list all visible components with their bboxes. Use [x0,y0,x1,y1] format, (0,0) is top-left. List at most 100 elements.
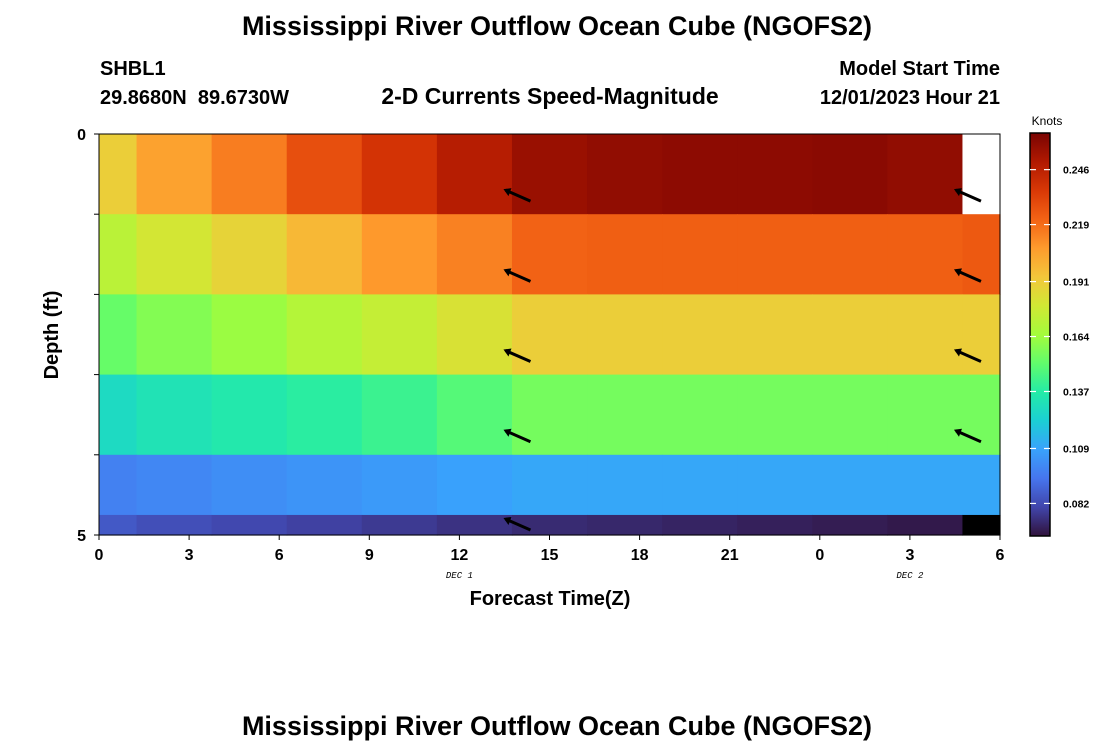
heatmap-cell [511,294,588,376]
colorbar-tick-label: 0.109 [1063,443,1089,455]
y-tick-label: 5 [77,528,86,545]
heatmap-cell [136,214,213,295]
current-vectors [503,188,982,532]
current-vector [953,428,982,444]
heatmap-cell [286,294,363,376]
colorbar-tick-label: 0.137 [1063,386,1089,398]
heatmap-cell [99,294,138,376]
heatmap-cell [99,134,138,215]
station-coords: 29.8680N 89.6730W [100,87,289,109]
heatmap-cell [286,214,363,295]
heatmap-cell [361,134,438,215]
heatmap-cell [136,294,213,376]
heatmap-cell [812,454,888,516]
heatmap-cell [136,454,213,516]
heatmap-cell [436,514,513,536]
heatmap-cell [812,514,888,536]
colorbar-tick-label: 0.082 [1063,498,1089,510]
heatmap-cell [511,214,588,295]
heatmap-cell [136,514,213,536]
heatmap-cell [587,454,663,516]
heatmap-cell [962,294,1001,376]
heatmap-cell [361,454,438,516]
main-title: Mississippi River Outflow Ocean Cube (NG… [242,11,872,41]
current-vector [503,428,532,444]
heatmap-cells [99,134,1001,536]
station-id: SHBL1 [100,58,166,80]
heatmap-cell [587,374,663,456]
current-vector [503,348,532,363]
heatmap-cell [662,374,738,456]
heatmap-cell [812,294,888,376]
heatmap-cell [887,374,964,456]
x-tick-label: 18 [631,547,649,564]
heatmap-cell [99,374,138,456]
heatmap-cell [662,454,738,516]
heatmap-cell [211,374,288,456]
heatmap-cell [737,454,813,516]
heatmap-cell [887,214,964,295]
date-label: DEC 1 [446,571,473,581]
heatmap-cell [436,454,513,516]
heatmap-cell [436,134,513,215]
colorbar-tick-label: 0.219 [1063,220,1089,232]
x-tick-label: 12 [451,547,469,564]
heatmap-cell [587,214,663,295]
x-axis: 0 3 6 9 12 15 18 21 0 3 6 DEC 1 DEC 2 [95,535,1005,581]
heatmap-cell [511,454,588,516]
heatmap-cell [737,374,813,456]
heatmap-cell [211,454,288,516]
heatmap-cell [737,294,813,376]
heatmap-cell [962,214,1001,295]
heatmap-cell [99,214,138,295]
heatmap-cell [436,294,513,376]
heatmap-cell [361,294,438,376]
heatmap-cell [962,134,1001,215]
heatmap-cell [136,134,213,215]
x-tick-label: 3 [185,547,194,564]
heatmap-cell [211,294,288,376]
heatmap-cell [136,374,213,456]
heatmap-cell [99,454,138,516]
heatmap-cell [361,374,438,456]
heatmap-cell [511,134,588,215]
colorbar-ticks: 0.246 0.219 0.191 0.164 0.137 0.109 0.082 [1030,165,1089,510]
heatmap-cell [887,454,964,516]
heatmap-cell [887,294,964,376]
heatmap-cell [587,514,663,536]
x-tick-label: 6 [996,547,1005,564]
heatmap-cell [361,214,438,295]
current-vector [953,188,982,203]
x-tick-label: 0 [815,547,824,564]
heatmap-cell [211,514,288,536]
colorbar-tick-label: 0.246 [1063,165,1089,177]
heatmap-cell [662,514,738,536]
y-tick-label: 0 [77,127,86,144]
heatmap-cell [812,134,888,215]
current-vector [953,268,982,283]
heatmap-cell [737,214,813,295]
colorbar-units: Knots [1032,114,1063,128]
heatmap-cell [511,514,588,536]
heatmap-cell [962,374,1001,456]
x-tick-label: 6 [275,547,284,564]
heatmap-cell [99,514,138,536]
model-start-label: Model Start Time [839,58,1000,80]
heatmap-cell [286,454,363,516]
heatmap-cell [887,514,964,536]
heatmap-cell [286,134,363,215]
colorbar-tick-label: 0.191 [1063,277,1089,289]
heatmap-cell [587,134,663,215]
y-axis-title: Depth (ft) [41,291,63,380]
heatmap-cell [587,294,663,376]
current-vector [503,268,532,283]
heatmap-cell [737,514,813,536]
heatmap-cell [436,374,513,456]
current-vector [503,516,532,532]
heatmap-cell [887,134,964,215]
heatmap-cell [812,374,888,456]
heatmap-cell [662,134,738,215]
x-tick-label: 15 [541,547,559,564]
x-tick-label: 3 [905,547,914,564]
